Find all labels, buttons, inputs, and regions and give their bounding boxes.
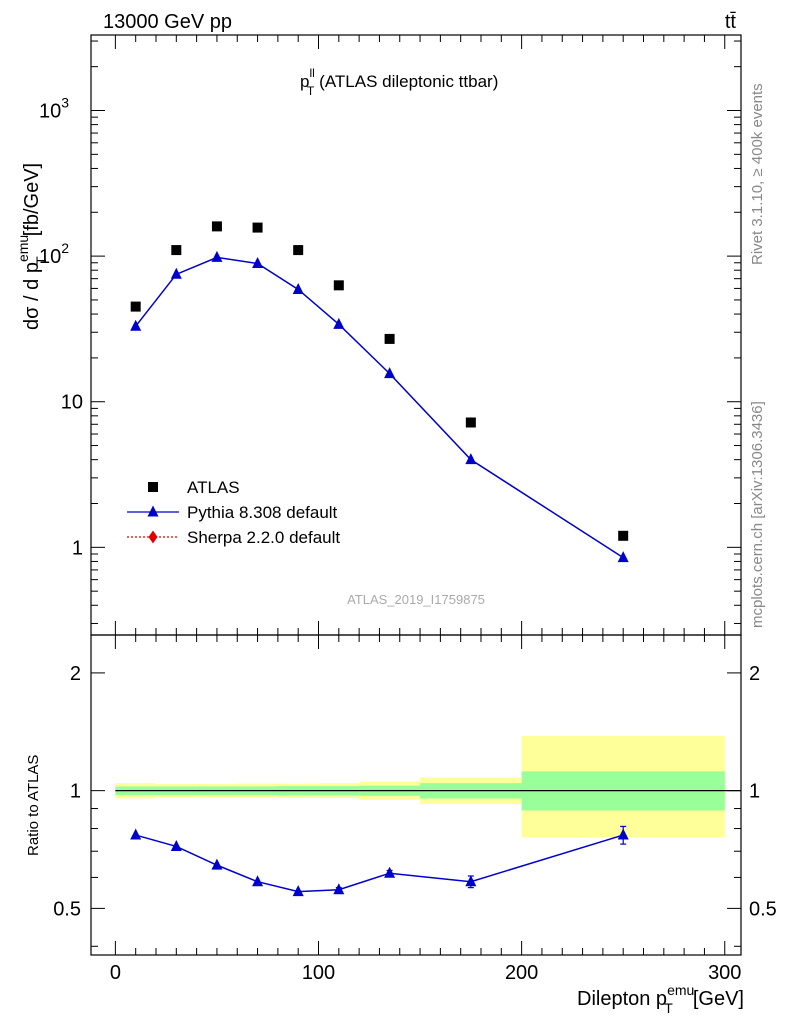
x-tick-label: 100 — [302, 962, 335, 984]
pythia-ratio-point — [252, 875, 264, 887]
ratio-y-tick-label: 0.5 — [53, 898, 81, 920]
pythia-ratio-point — [617, 828, 629, 840]
pythia-point — [617, 551, 629, 563]
ratio-y-tick-label: 2 — [70, 663, 81, 685]
atlas-point — [171, 245, 182, 256]
pythia-ratio-point — [211, 858, 223, 870]
ratio-y-tick-label-right: 1 — [749, 781, 760, 803]
atlas-point — [252, 222, 263, 233]
main-y-tick-label: 10 — [61, 392, 83, 414]
pythia-point — [130, 319, 142, 331]
header-collision-label: 13000 GeV pp — [103, 11, 232, 33]
ratio-y-tick-label-right: 0.5 — [749, 898, 777, 920]
main-y-tick-label: 1 — [72, 537, 83, 559]
pythia-point — [292, 282, 304, 294]
x-axis-label: Dilepton pemu T [GeV] — [577, 982, 744, 1016]
atlas-point — [384, 333, 395, 344]
x-tick-label: 0 — [110, 962, 121, 984]
atlas-point — [130, 301, 141, 312]
legend-marker-2 — [148, 530, 158, 544]
x-tick-label: 300 — [708, 962, 741, 984]
mcplots-label: mcplots.cern.ch [arXiv:1306.3436] — [749, 401, 766, 628]
main-y-tick-label: 102 — [39, 240, 69, 268]
ratio-y-tick-label: 1 — [70, 781, 81, 803]
x-tick-label: 200 — [505, 962, 538, 984]
pythia-ratio-point — [384, 866, 396, 878]
pythia-ratio-point — [292, 885, 304, 897]
atlas-point — [465, 417, 476, 428]
atlas-point — [211, 221, 222, 232]
atlas-point — [618, 530, 629, 541]
ratio-y-tick-label-right: 2 — [749, 663, 760, 685]
legend-label-0: ATLAS — [187, 478, 240, 497]
main-y-tick-label: 103 — [39, 95, 69, 123]
main-y-axis-label: dσ / d pemu T[fb/GeV] — [15, 163, 49, 330]
pythia-point — [384, 367, 396, 379]
plot-title: pll T (ATLAS dileptonic ttbar) — [300, 66, 498, 98]
pythia-point — [170, 267, 182, 279]
pythia-point — [252, 256, 264, 268]
rivet-version-label: Rivet 3.1.10, ≥ 400k events — [749, 83, 766, 265]
atlas-point — [293, 245, 304, 256]
ratio-panel: 0.5 0.5 1 1 2 2 0 100 200 300 — [53, 634, 777, 984]
ratio-y-axis-label: Ratio to ATLAS — [25, 755, 42, 856]
pythia-point — [465, 453, 477, 465]
header-process-label: tt̄ — [725, 11, 737, 33]
legend-label-1: Pythia 8.308 default — [187, 503, 338, 522]
main-panel: 1 10 102 103 — [39, 34, 742, 636]
pythia-ratio-point — [465, 875, 477, 887]
pythia-ratio-point — [170, 839, 182, 851]
ratio-frame — [90, 634, 742, 956]
pythia-ratio-line — [135, 834, 624, 893]
legend-label-2: Sherpa 2.2.0 default — [187, 528, 340, 547]
legend-atlas-marker — [148, 482, 158, 492]
legend-marker-1 — [147, 505, 159, 517]
pythia-ratio-point — [130, 828, 142, 840]
pythia-ratio-point — [333, 883, 345, 895]
pythia-point — [333, 317, 345, 329]
legend: ATLAS Pythia 8.308 default Sherpa 2.2.0 de… — [127, 478, 340, 547]
atlas-point — [333, 280, 344, 291]
pythia-point — [211, 250, 223, 262]
analysis-watermark: ATLAS_2019_I1759875 — [347, 592, 485, 607]
